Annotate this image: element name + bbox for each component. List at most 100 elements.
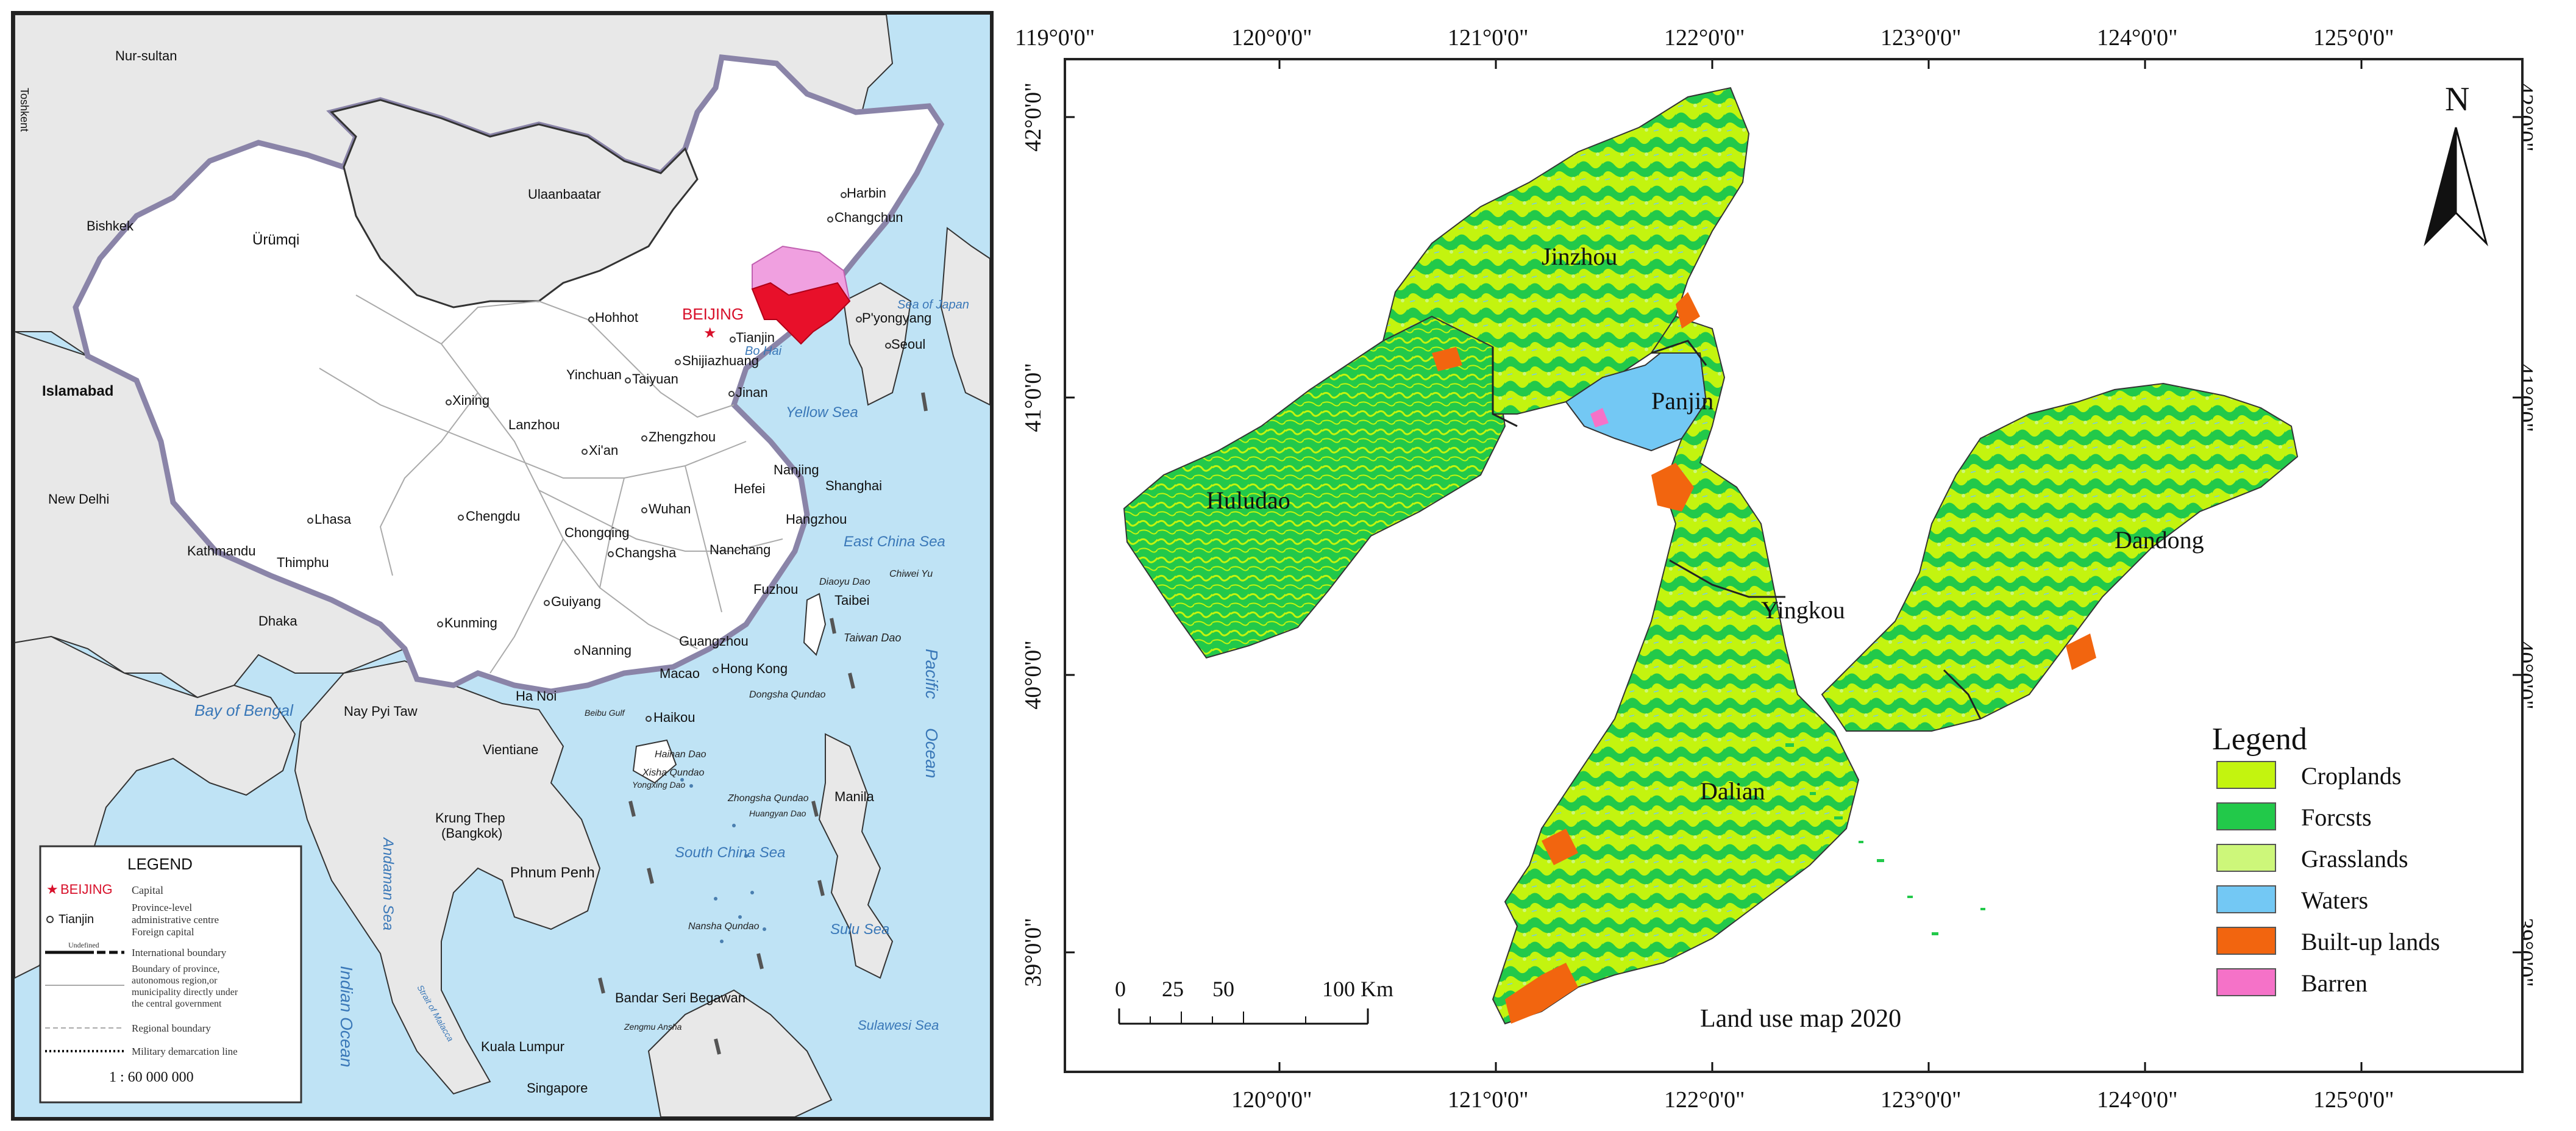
lon-top-120: 120°0'0" xyxy=(1231,25,1312,51)
scale-label-50: 50 xyxy=(1212,977,1234,1001)
sea-east-china: East China Sea xyxy=(844,533,945,550)
legend-swatch-grasslands xyxy=(2216,844,2276,872)
city-lanzhou: Lanzhou xyxy=(508,417,560,432)
land-hainan xyxy=(632,739,677,784)
city-huludao: Huludao xyxy=(1206,487,1290,514)
city-singapore: Singapore xyxy=(527,1080,588,1096)
city-tianjin: Tianjin xyxy=(736,330,775,345)
city-krung-thep: Krung Thep xyxy=(435,810,505,826)
sea-zengmu: Zengmu Ansha xyxy=(624,1022,682,1032)
city-islamabad: Islamabad xyxy=(42,383,113,399)
legend-swatch-croplands xyxy=(2216,761,2276,789)
city-seoul: Seoul xyxy=(891,337,925,352)
svg-text:N: N xyxy=(2445,80,2469,118)
nine-dash-line xyxy=(598,392,928,1055)
lon-bottom-120: 120°0'0" xyxy=(1231,1087,1312,1113)
city-manila: Manila xyxy=(834,789,875,804)
city-kuala-lumpur: Kuala Lumpur xyxy=(481,1039,564,1054)
sea-taiwan-dao: Taiwan Dao xyxy=(844,632,901,644)
legend-undefined: Undefined xyxy=(68,941,99,949)
city-taiyuan: Taiyuan xyxy=(632,371,678,387)
city-panjin: Panjin xyxy=(1651,387,1713,415)
lon-bottom-122: 122°0'0" xyxy=(1664,1087,1745,1113)
sea-andaman: Andaman Sea xyxy=(380,837,396,930)
lon-bottom-123: 123°0'0" xyxy=(1880,1087,1962,1113)
legend-label-built-up: Built-up lands xyxy=(2301,928,2440,955)
city-boundaries xyxy=(1492,340,1982,719)
legend-swatch-barren xyxy=(2216,968,2276,996)
sea-bohai: Bo Hai xyxy=(745,344,782,358)
legend-province-boundary-2: autonomous region,or xyxy=(132,976,218,986)
legend-capital-label: Capital xyxy=(132,884,163,896)
city-hohhot: Hohhot xyxy=(595,310,638,325)
china-map-legend: LEGEND ★ BEIJING Capital Tianjin Provinc… xyxy=(39,845,302,1104)
city-wuhan: Wuhan xyxy=(649,501,691,516)
city-guiyang: Guiyang xyxy=(551,594,601,609)
city-hangzhou: Hangzhou xyxy=(786,512,847,527)
legend-label-croplands: Croplands xyxy=(2301,762,2401,790)
sea-hainan-dao: Hainan Dao xyxy=(655,749,706,760)
lon-top-121: 121°0'0" xyxy=(1448,25,1529,51)
lon-top-119: 119°0'0" xyxy=(1015,25,1095,51)
city-changchun: Changchun xyxy=(834,210,903,225)
legend-province-boundary-3: municipality directly under xyxy=(132,987,238,997)
city-xining: Xining xyxy=(452,393,489,408)
legend-capital-symbol: BEIJING xyxy=(60,882,113,897)
sea-yongxing: Yongxing Dao xyxy=(632,780,685,790)
city-chengdu: Chengdu xyxy=(466,508,520,524)
city-shijiazhuang: Shijiazhuang xyxy=(682,353,759,368)
city-fuzhou: Fuzhou xyxy=(753,582,798,597)
sea-dongsha: Dongsha Qundao xyxy=(749,690,826,700)
city-nanjing: Nanjing xyxy=(774,462,819,477)
lon-top-124: 124°0'0" xyxy=(2097,25,2178,51)
legend-province-dot-icon xyxy=(46,916,54,923)
scale-label-25: 25 xyxy=(1162,977,1184,1001)
map-title: Land use map 2020 xyxy=(1700,1005,1901,1033)
china-overview-map: Nur-sultan Harbin Toshkent Bishkek Ürümq… xyxy=(11,11,994,1121)
legend-label-waters: Waters xyxy=(2301,887,2368,914)
legend-label-barren: Barren xyxy=(2301,969,2368,997)
sea-bengal: Bay of Bengal xyxy=(194,701,294,719)
city-phnum-penh: Phnum Penh xyxy=(510,865,595,881)
land-japan xyxy=(940,227,990,406)
built-up-areas xyxy=(1432,292,2096,1024)
city-yingkou: Yingkou xyxy=(1761,596,1845,624)
sea-yellow: Yellow Sea xyxy=(786,404,858,421)
city-ulaanbaatar: Ulaanbaatar xyxy=(528,187,601,202)
city-changsha: Changsha xyxy=(615,545,677,560)
island-specks xyxy=(1785,743,1985,935)
legend-swatch-built-up xyxy=(2216,927,2276,955)
lon-bottom-125: 125°0'0" xyxy=(2313,1087,2394,1113)
city-haikou: Haikou xyxy=(653,710,695,725)
sea-sulawesi: Sulawesi Sea xyxy=(858,1018,939,1033)
legend-regional-boundary: Regional boundary xyxy=(132,1022,211,1034)
city-new-delhi: New Delhi xyxy=(48,491,109,507)
island-dots xyxy=(680,778,766,943)
liaoning-highlight-red xyxy=(751,282,851,345)
land-taiwan xyxy=(803,593,827,656)
sea-pacific-2: Ocean xyxy=(922,728,941,779)
legend-title: LEGEND xyxy=(127,855,193,873)
sea-indian-ocean: Indian Ocean xyxy=(337,966,356,1068)
sea-beibu: Beibu Gulf xyxy=(585,708,625,718)
scale-label-0: 0 xyxy=(1115,977,1126,1001)
scale-label-100: 100 Km xyxy=(1322,977,1393,1001)
land-philippines xyxy=(818,733,894,979)
city-bandar-seri-begawan: Bandar Seri Begawan xyxy=(615,990,745,1005)
land-borneo xyxy=(647,989,833,1117)
lon-top-123: 123°0'0" xyxy=(1880,25,1962,51)
sea-sulu: Sulu Sea xyxy=(830,921,889,938)
barren-patch xyxy=(1590,408,1609,427)
sea-japan: Sea of Japan xyxy=(897,298,969,312)
city-ha-noi: Ha Noi xyxy=(516,688,557,704)
legend-province-label-1: Province-level xyxy=(132,902,192,913)
sea-diaoyu: Diaoyu Dao xyxy=(819,577,870,587)
legend-province-label-3: Foreign capital xyxy=(132,926,194,938)
legend-swatch-forests xyxy=(2216,802,2276,830)
legend-military-line: Military demarcation line xyxy=(132,1046,238,1057)
legend-heading: Legend xyxy=(2212,722,2307,757)
frame-ticks xyxy=(1066,60,2521,1071)
city-macao: Macao xyxy=(660,666,700,681)
city-beijing: BEIJING xyxy=(682,305,744,323)
beijing-star-icon: ★ xyxy=(703,325,717,341)
